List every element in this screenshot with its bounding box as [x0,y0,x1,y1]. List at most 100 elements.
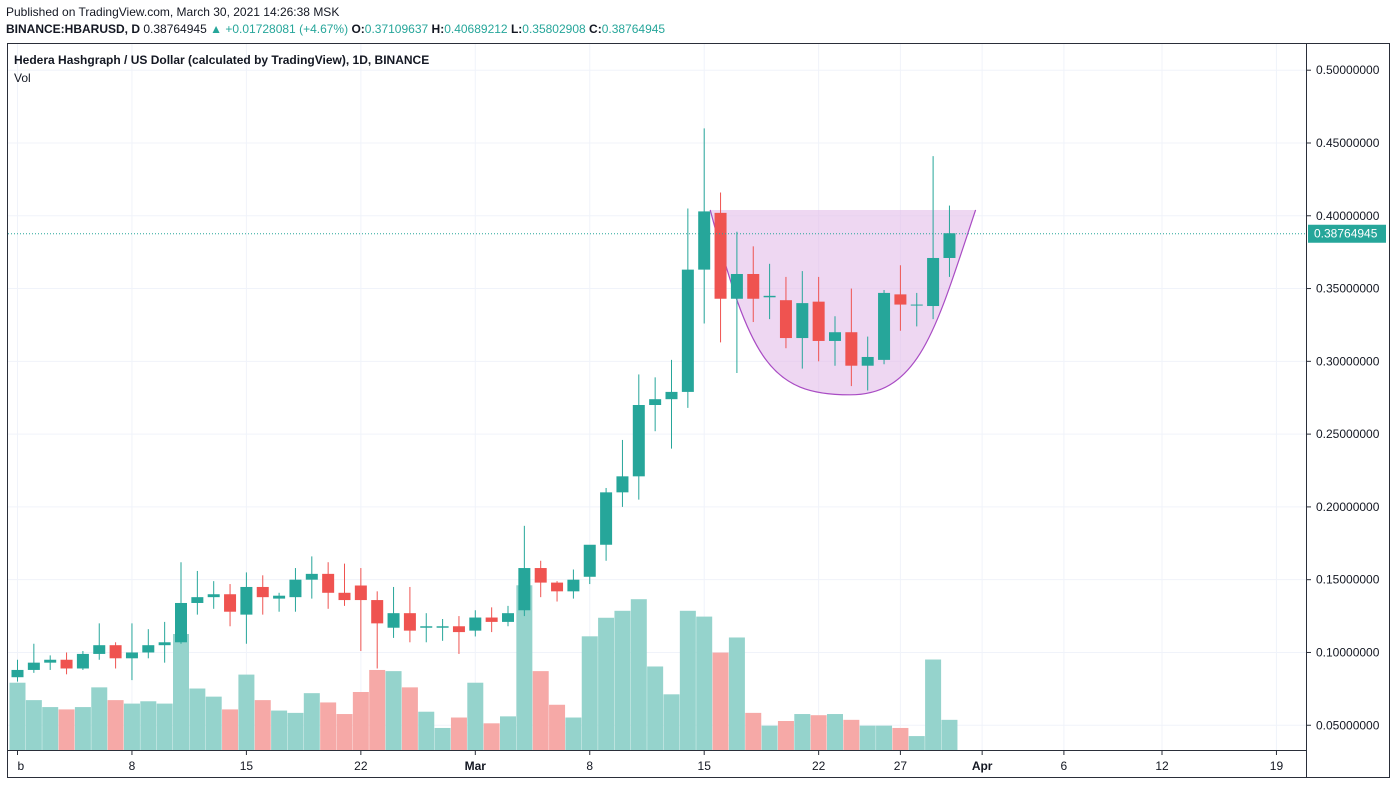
candle-body [567,579,580,592]
chart-frame [7,43,1390,778]
x-tick-label: 19 [1270,759,1284,773]
candle-body [600,492,613,545]
close-value: 0.38764945 [601,22,666,36]
candle-body [273,595,286,599]
candle-body [11,669,24,678]
volume-bar [614,610,631,750]
volume-bar [843,719,860,750]
volume-bar [925,659,942,750]
candle-body [796,303,809,339]
candle-body [518,568,531,611]
x-tick-label: Apr [972,759,993,773]
volume-bar [745,712,762,750]
candle-body [158,642,171,646]
x-tick-label: 8 [586,759,593,773]
volume-bar [630,599,647,750]
volume-bar [483,723,500,750]
low-label: L: [510,22,523,36]
candle-body [845,332,858,366]
candle-body [93,645,106,654]
high-value: 0.40689212 [444,22,508,36]
volume-bar [827,714,843,750]
volume-bar [581,636,598,750]
volume-bar [352,692,369,750]
volume-bar [941,719,958,750]
candle-body [44,659,57,663]
candle-body [175,602,187,643]
volume-bar [663,694,680,750]
open-label: O: [351,22,365,36]
candle-body [583,544,596,577]
candle-body [224,594,237,612]
volume-bar [287,712,304,750]
volume-bar [156,703,173,750]
candle-body [943,233,956,258]
published-label: Published on TradingView.com, March 30, … [6,5,340,19]
volume-bar [140,701,157,750]
volume-bar [908,736,925,750]
volume-bar [123,703,140,750]
y-tick-label: 0.25000000 [1316,427,1380,441]
volume-bar [205,696,222,750]
high-label: H: [431,22,445,36]
volume-bar [25,700,42,750]
y-tick-label: 0.40000000 [1316,209,1380,223]
volume-bar [728,637,745,750]
volume-bar [418,711,435,750]
candle-body [681,269,694,392]
y-tick-label: 0.50000000 [1316,63,1380,77]
candle-body [534,568,547,583]
candle-body [632,405,645,477]
x-tick-label: 15 [240,759,254,773]
candle-body [60,659,73,669]
volume-bar [647,666,664,750]
volume-bar [222,709,239,750]
volume-bar [303,693,320,750]
candle-body [730,273,743,299]
volume-bar [794,714,811,750]
candle-body [27,662,40,670]
volume-bar [336,714,353,750]
candle-body [861,356,874,366]
volume-bar [777,721,794,750]
candle-body [469,617,482,631]
volume-bar [598,617,615,750]
volume-bar [532,671,549,750]
volume-bar [434,727,451,750]
volume-bar [401,687,418,750]
candle-body [191,597,204,603]
y-tick-label: 0.30000000 [1316,354,1380,368]
x-tick-label: 6 [1061,759,1068,773]
x-tick-label: 8 [129,759,136,773]
y-tick-label: 0.45000000 [1316,136,1380,150]
candle-body [829,332,841,341]
volume-bar [876,725,893,750]
cup-pattern-fill [710,209,976,395]
candle-body [910,304,923,306]
volume-bar [238,674,255,750]
volume-bar [320,702,337,750]
candle-body [338,592,351,601]
ohlc-header: BINANCE:HBARUSD, D 0.38764945 ▲ +0.01728… [6,22,665,36]
candle-body [403,613,416,631]
symbol-label: BINANCE:HBARUSD, D [6,22,140,36]
y-tick-label: 0.35000000 [1316,282,1380,296]
last-price-badge [1308,224,1386,243]
candle-body [387,613,400,628]
candle-body [289,579,302,598]
x-tick-label: 22 [354,759,368,773]
y-tick-label: 0.20000000 [1316,500,1380,514]
volume-bar [91,687,108,750]
volume-bar [107,700,124,750]
volume-bar [696,616,713,750]
candle-body [420,626,433,628]
volume-bar [467,682,484,750]
candle-body [551,582,564,592]
candle-body [322,573,335,593]
candle-body [371,600,384,624]
volume-bar [761,725,778,750]
volume-bar [565,717,582,750]
candle-body [256,586,269,598]
x-tick-label: 12 [1155,759,1169,773]
